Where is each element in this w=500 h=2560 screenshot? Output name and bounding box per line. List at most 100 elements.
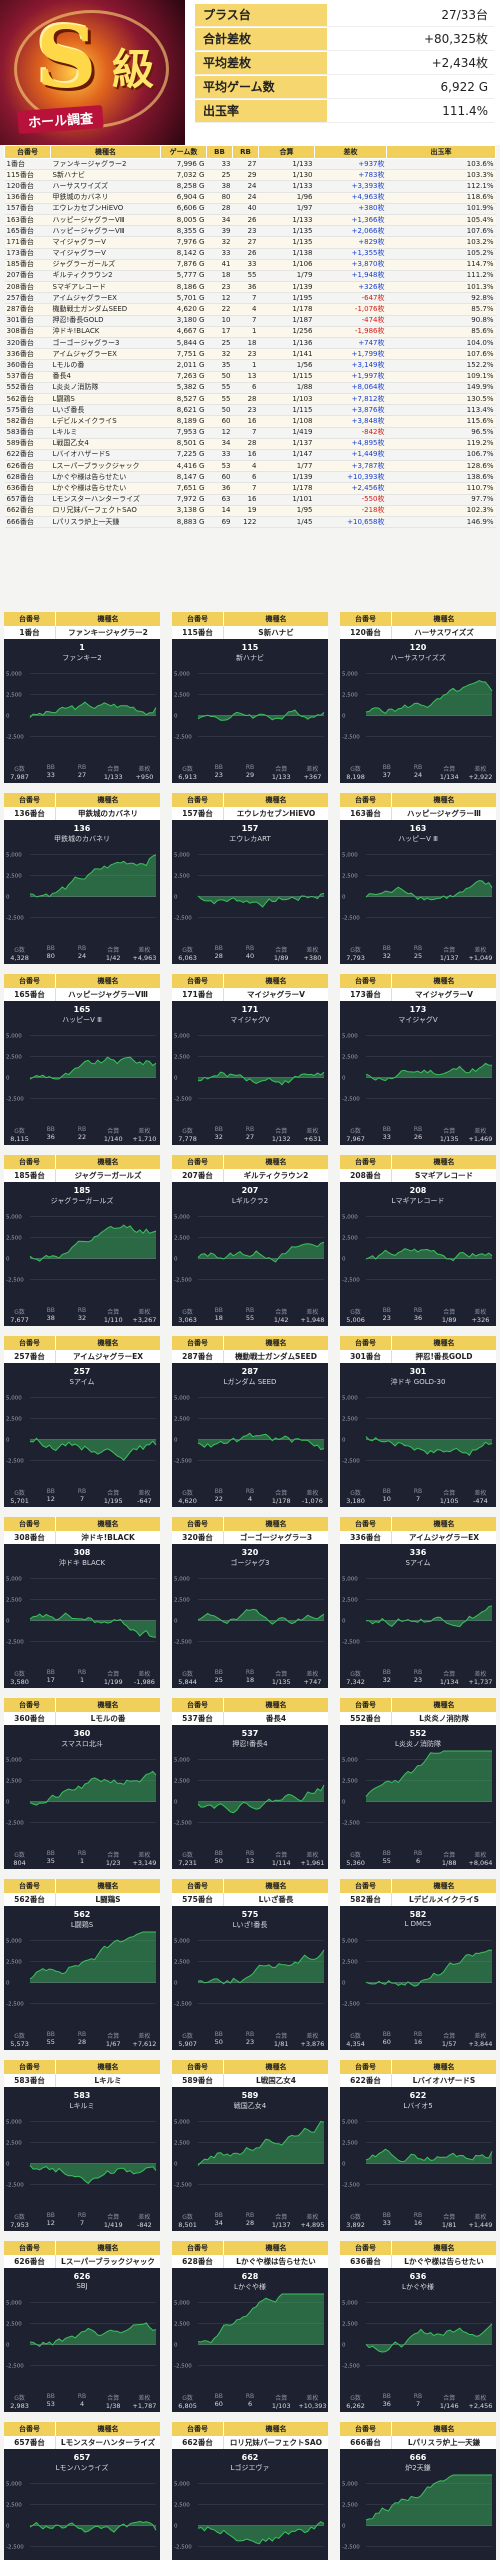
table-cell: 1/133 — [258, 158, 315, 171]
machine-card[interactable]: 台番号 機種名 163番台 ハッピージャグラーⅢ 163 ハッピーV Ⅲ 5,000 2,50… — [340, 793, 496, 964]
table-row[interactable]: 115番台 S新ハナビ 7,032 G 25 29 1/130 +783枚 103.3% — [4, 169, 496, 182]
table-cell: +1,948枚 — [314, 270, 387, 283]
table-row[interactable]: 320番台 ゴーゴージャグラー3 5,844 G 25 18 1/136 +747枚 104.… — [4, 337, 496, 350]
table-row[interactable]: 136番台 甲鉄城のカバネリ 6,904 G 80 24 1/96 +4,963枚 118.6… — [4, 192, 496, 204]
stat-g: G数 5,907 — [172, 2031, 203, 2048]
machine-card[interactable]: 台番号 機種名 173番台 マイジャグラーV 173 マイジャグV 5,000 2,500 0 -… — [340, 974, 496, 1145]
machine-card[interactable]: 台番号 機種名 552番台 L炎炎ノ消防隊 552 L炎炎ノ消防隊 5,000 2,500 0 -… — [340, 1698, 496, 1869]
machine-card[interactable]: 台番号 機種名 1番台 ファンキージャグラー2 1 ファンキー2 5,000 2,500 0 -2… — [4, 612, 160, 783]
chart-panel: 336 Sアイム 5,000 2,500 0 -2,500 G数 7,342 BB 32 RB 23 合… — [340, 1544, 496, 1688]
machine-card[interactable]: 台番号 機種名 662番台 ロリ兄妹パーフェクトSAO 662 Lゴジエヴァ 5,000 2,… — [172, 2422, 328, 2560]
machine-card[interactable]: 台番号 機種名 622番台 LバイオハザードS 622 Lバイオ5 5,000 2,500 0 -… — [340, 2060, 496, 2231]
graph-area — [366, 880, 492, 900]
table-row[interactable]: 622番台 LバイオハザードS 7,225 G 33 16 1/147 +1,449枚 106… — [4, 449, 496, 462]
card-no-label: 台番号 — [340, 2241, 392, 2255]
summary-row: 出玉率 111.4% — [195, 99, 494, 123]
machine-card[interactable]: 台番号 機種名 157番台 エウレカセブンHiEVO 157 エウレカART 5,000 2,… — [172, 793, 328, 964]
table-row[interactable]: 163番台 ハッピージャグラーVⅢ 8,005 G 34 26 1/133 +1,366枚 1… — [4, 214, 496, 227]
table-cell: 1/130 — [258, 169, 315, 182]
axis-tick-label: -2,500 — [342, 1459, 360, 1465]
axis-tick-label: 5,000 — [6, 1033, 22, 1039]
machine-card[interactable]: 台番号 機種名 207番台 ギルティクラウン2 207 Lギルクラ2 5,000 2,500 0… — [172, 1155, 328, 1326]
table-row[interactable]: 583番台 Lキルミ 7,953 G 12 7 1/419 -842枚 96.5% — [4, 427, 496, 439]
chart-panel: 287 Lガンダム SEED 5,000 2,500 0 -2,500 G数 4,620 BB 2… — [172, 1363, 328, 1507]
stat-value: 6,805 — [178, 2402, 197, 2410]
stat-rb: RB 27 — [66, 764, 97, 781]
table-row[interactable]: 1番台 ファンキージャグラー2 7,996 G 33 27 1/133 +937枚 103.6… — [4, 158, 496, 171]
table-row[interactable]: 208番台 Sマギアレコード 8,186 G 23 36 1/139 +326枚 101.3% — [4, 281, 496, 294]
machine-card[interactable]: 台番号 機種名 136番台 甲鉄城のカバネリ 136 甲鉄城のカバネリ 5,000 2,500… — [4, 793, 160, 964]
table-row[interactable]: 173番台 マイジャグラーV 8,142 G 33 26 1/138 +1,355枚 105.… — [4, 248, 496, 260]
stat-value: 4 — [247, 1495, 253, 1503]
table-cell: 1/96 — [258, 192, 315, 204]
table-cell: 8,501 G — [160, 438, 207, 450]
table-row[interactable]: 207番台 ギルティクラウン2 5,777 G 18 55 1/79 +1,948枚 111.… — [4, 270, 496, 283]
table-row[interactable]: 257番台 アイムジャグラーEX 5,701 G 12 7 1/195 -647枚 92.8% — [4, 292, 496, 305]
machine-card[interactable]: 台番号 機種名 583番台 Lキルミ 583 Lキルミ 5,000 2,500 0 -2,500 G… — [4, 2060, 160, 2231]
stat-bb: BB 37 — [371, 764, 402, 781]
axis-tick-label: 0 — [6, 714, 10, 720]
machine-card[interactable]: 台番号 機種名 562番台 L闘鶏S 562 L闘鶏S 5,000 2,500 0 -2,500 G… — [4, 1879, 160, 2050]
machine-card[interactable]: 台番号 機種名 287番台 機動戦士ガンダムSEED 287 Lガンダム SEED 5,00… — [172, 1336, 328, 1507]
table-row[interactable]: 287番台 機動戦士ガンダムSEED 4,620 G 22 4 1/178 -1,076枚 8… — [4, 303, 496, 316]
card-no: 287番台 — [172, 1350, 224, 1363]
machine-card[interactable]: 台番号 機種名 165番台 ハッピージャグラーVⅢ 165 ハッピーV Ⅲ 5,000 2,5… — [4, 974, 160, 1145]
machine-card[interactable]: 台番号 機種名 537番台 番長4 537 押忍!番長4 5,000 2,500 0 -2,500… — [172, 1698, 328, 1869]
stat-value: -474 — [473, 1497, 488, 1505]
machine-card[interactable]: 台番号 機種名 657番台 Lモンスターハンターライズ 657 Lモンハンライズ 5,000… — [4, 2422, 160, 2560]
table-row[interactable]: 336番台 アイムジャグラーEX 7,751 G 32 23 1/141 +1,799枚 10… — [4, 348, 496, 361]
machine-card[interactable]: 台番号 機種名 360番台 Lモルの番 360 スマスロ北斗 5,000 2,500 0 -2,5… — [4, 1698, 160, 1869]
table-row[interactable]: 657番台 Lモンスターハンターライズ 7,972 G 63 16 1/101 -550枚 9… — [4, 494, 496, 506]
machine-card[interactable]: 台番号 機種名 320番台 ゴーゴージャグラー3 320 ゴージャグ3 5,000 2,500… — [172, 1517, 328, 1688]
card-name-label: 機種名 — [97, 1339, 119, 1347]
table-row[interactable]: 582番台 LデビルメイクライS 8,189 G 60 16 1/108 +3,848枚 11… — [4, 415, 496, 428]
card-header: 台番号 機種名 — [340, 1879, 496, 1893]
machine-card[interactable]: 台番号 機種名 636番台 Lかぐや様は告らせたい 636 Lかぐや様 5,000 2,500… — [340, 2241, 496, 2412]
card-name: ギルティクラウン2 — [243, 1171, 309, 1180]
stat-label: 差枚 — [306, 2033, 319, 2040]
table-row[interactable]: 120番台 ハーサスワイズズ 8,258 G 38 24 1/133 +3,393枚 112.… — [4, 180, 496, 193]
machine-card[interactable]: 台番号 機種名 628番台 Lかぐや様は告らせたい 628 Lかぐや様 5,000 2,500… — [172, 2241, 328, 2412]
stat-rb: RB 28 — [234, 2212, 265, 2229]
card-title: 662番台 ロリ兄妹パーフェクトSAO — [172, 2436, 328, 2449]
machine-card[interactable]: 台番号 機種名 575番台 Lいざ番長 575 Lいざ!番長 5,000 2,500 0 -2,5… — [172, 1879, 328, 2050]
table-row[interactable]: 165番台 ハッピージャグラーVⅢ 8,355 G 39 23 1/135 +2,066枚 1… — [4, 225, 496, 238]
machine-card[interactable]: 台番号 機種名 120番台 ハーサスワイズズ 120 ハーサスワイズズ 5,000 2,500… — [340, 612, 496, 783]
card-title: 257番台 アイムジャグラーEX — [4, 1350, 160, 1363]
table-row[interactable]: 157番台 エウレカセブンHiEVO 6,606 G 28 40 1/97 +380枚 101… — [4, 203, 496, 215]
machine-card[interactable]: 台番号 機種名 626番台 Lスーパーブラックジャック 626 SBJ 5,000 2,500… — [4, 2241, 160, 2412]
panel-number: 136 — [73, 824, 91, 833]
table-cell: 12 — [206, 292, 233, 305]
machine-card[interactable]: 台番号 機種名 301番台 押忍!番長GOLD 301 沖ドキ GOLD-30 5,000 2… — [340, 1336, 496, 1507]
table-row[interactable]: 552番台 L炎炎ノ消防隊 5,382 G 55 6 1/88 +8,064枚 149.9% — [4, 382, 496, 394]
machine-card[interactable]: 台番号 機種名 336番台 アイムジャグラーEX 336 Sアイム 5,000 2,500 0 -… — [340, 1517, 496, 1688]
table-row[interactable]: 185番台 ジャグラーガールズ 7,876 G 41 33 1/106 +3,870枚 114… — [4, 259, 496, 271]
machine-card[interactable]: 台番号 機種名 589番台 L戦国乙女4 589 戦国乙女4 5,000 2,500 0 -2,5… — [172, 2060, 328, 2231]
card-title: 336番台 アイムジャグラーEX — [340, 1531, 496, 1544]
machine-card[interactable]: 台番号 機種名 115番台 S新ハナビ 115 新ハナビ 5,000 2,500 0 -2,500… — [172, 612, 328, 783]
table-row[interactable]: 626番台 Lスーパーブラックジャック 4,416 G 53 4 1/77 +3,787枚 1… — [4, 460, 496, 473]
machine-card[interactable]: 台番号 機種名 666番台 Lパリスラ炉上一天鎌 666 炉2天鎌 5,000 2,500 0 -… — [340, 2422, 496, 2560]
table-row[interactable]: 589番台 L戦国乙女4 8,501 G 34 28 1/137 +4,895枚 119.2% — [4, 438, 496, 450]
table-row[interactable]: 562番台 L闘鶏S 8,527 G 55 28 1/103 +7,812枚 130.5% — [4, 393, 496, 406]
table-row[interactable]: 308番台 沖ドキ!BLACK 4,667 G 17 1 1/256 -1,986枚 85.6… — [4, 326, 496, 339]
table-row[interactable]: 636番台 Lかぐや様は告らせたい 7,651 G 36 7 1/178 +2,456枚 11… — [4, 482, 496, 495]
table-row[interactable]: 628番台 Lかぐや様は告らせたい 8,147 G 60 6 1/139 +10,393枚 1… — [4, 471, 496, 484]
table-row[interactable]: 666番台 Lパリスラ炉上一天鎌 8,883 G 69 122 1/45 +10,658枚 1… — [4, 516, 496, 529]
table-row[interactable]: 360番台 Lモルの番 2,011 G 35 1 1/56 +3,149枚 152.2% — [4, 359, 496, 372]
machine-card[interactable]: 台番号 機種名 308番台 沖ドキ!BLACK 308 沖ドキ BLACK 5,000 2,5… — [4, 1517, 160, 1688]
table-row[interactable]: 301番台 押忍!番長GOLD 3,180 G 10 7 1/187 -474枚 90.8% — [4, 315, 496, 327]
machine-card[interactable]: 台番号 機種名 185番台 ジャグラーガールズ 185 ジャグラーガールズ 5,000 2,5… — [4, 1155, 160, 1326]
table-row[interactable]: 575番台 Lいざ番長 8,621 G 50 23 1/115 +3,876枚 113.4% — [4, 404, 496, 417]
machine-card[interactable]: 台番号 機種名 208番台 Sマギアレコード 208 Lマギアレコード 5,000 2,500… — [340, 1155, 496, 1326]
table-row[interactable]: 171番台 マイジャグラーV 7,976 G 32 27 1/135 +829枚 103.2% — [4, 236, 496, 249]
column-header: ゲーム数 — [160, 145, 207, 159]
machine-card[interactable]: 台番号 機種名 582番台 LデビルメイクライS 582 L DMC5 5,000 2,500… — [340, 1879, 496, 2050]
machine-card[interactable]: 台番号 機種名 257番台 アイムジャグラーEX 257 Sアイム 5,000 2,500 0 -… — [4, 1336, 160, 1507]
stat-value: 7 — [79, 2219, 85, 2227]
summary-row: プラス台 27/33台 — [195, 3, 494, 27]
stat-label: G数 — [14, 2214, 25, 2221]
table-row[interactable]: 662番台 ロリ兄妹パーフェクトSAO 3,138 G 14 19 1/95 -218枚 10… — [4, 505, 496, 518]
table-row[interactable]: 537番台 番長4 7,263 G 50 13 1/115 +1,997枚 109.1% — [4, 371, 496, 383]
machine-card[interactable]: 台番号 機種名 171番台 マイジャグラーV 171 マイジャグV 5,000 2,500 0 -… — [172, 974, 328, 1145]
